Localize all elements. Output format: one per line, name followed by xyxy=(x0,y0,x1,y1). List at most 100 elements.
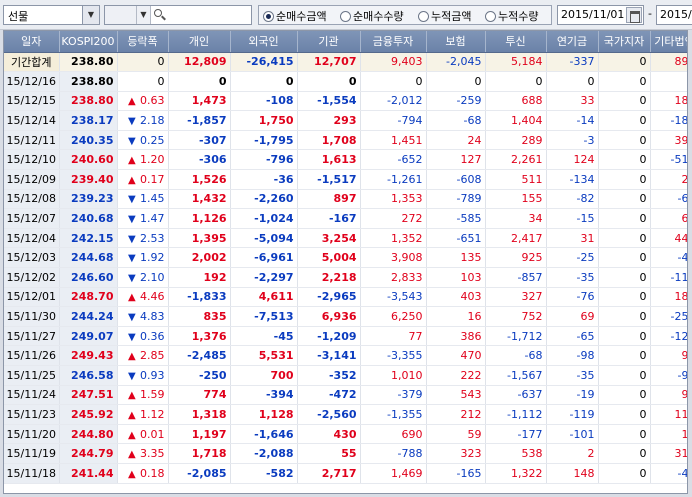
triangle-up-icon: ▲ xyxy=(128,292,136,304)
table-row[interactable]: 15/11/18 241.44 ▲ 0.18 -2,085 -582 2,717 1,469-… xyxy=(4,463,687,484)
table-row[interactable]: 15/11/30 244.24 ▼ 4.83 835 -7,513 6,936 6,250 16… xyxy=(4,306,687,327)
value-cell: 0 xyxy=(598,267,651,288)
date-cell: 15/11/23 xyxy=(4,404,60,425)
kospi200-cell: 249.43 xyxy=(59,345,118,366)
table-row[interactable]: 15/12/07 240.68 ▼ 1.47 1,126 -1,024 -167 272 -58… xyxy=(4,208,687,229)
value-cell: -337 xyxy=(546,52,599,73)
value-cell: 327 xyxy=(485,287,547,308)
value-cell: 925 xyxy=(485,247,547,269)
date-cell: 15/11/20 xyxy=(4,424,60,445)
table-row[interactable]: 기간합계 238.80 0 12,809 -26,415 12,707 9,403 -2,04… xyxy=(4,52,687,73)
table-row[interactable]: 15/12/02 246.60 ▼ 2.10 192 -2,297 2,218 2,833 10… xyxy=(4,267,687,288)
table-row[interactable]: 15/12/11 240.35 ▼ 0.25 -307 -1,795 1,708 1,451 2… xyxy=(4,130,687,151)
table-row[interactable]: 15/12/01 248.70 ▲ 4.46 -1,833 4,611 -2,965 -3,5… xyxy=(4,287,687,308)
column-header[interactable]: 연기금 xyxy=(546,31,599,53)
value-cell: 55 xyxy=(297,443,361,464)
radio-label: 순매수금액 xyxy=(276,10,327,23)
date-cell: 15/11/24 xyxy=(4,385,60,406)
column-header[interactable]: KOSPI200 xyxy=(59,31,118,53)
change-cell: ▲ 1.20 xyxy=(117,149,169,171)
table-row[interactable]: 15/11/20 244.80 ▲ 0.01 1,197 -1,646 430 690 59 -1… xyxy=(4,424,687,445)
column-header[interactable]: 일자 xyxy=(4,31,60,53)
value-cell: 0 xyxy=(598,208,651,229)
column-header[interactable]: 외국인 xyxy=(230,31,298,53)
value-cell: -6,961 xyxy=(230,247,298,269)
column-header[interactable]: 등락폭 xyxy=(117,31,169,53)
value-cell: 24 xyxy=(426,130,486,151)
date-cell: 15/11/30 xyxy=(4,306,60,327)
column-header[interactable]: 기관 xyxy=(297,31,361,53)
radio-icon[interactable] xyxy=(263,10,274,22)
change-value: 0.18 xyxy=(140,466,165,480)
change-value: 2.53 xyxy=(140,231,165,245)
value-cell: 430 xyxy=(297,424,361,445)
column-header[interactable]: 국가지자 xyxy=(598,31,651,53)
table-row[interactable]: 15/11/19 244.79 ▲ 3.35 1,718 -2,088 55 -788 323 5… xyxy=(4,443,687,464)
change-value: 2.18 xyxy=(140,114,165,128)
value-cell: 0 xyxy=(598,443,651,464)
table-row[interactable]: 15/12/04 242.15 ▼ 2.53 1,395 -5,094 3,254 1,352… xyxy=(4,228,687,249)
table-row[interactable]: 15/12/08 239.23 ▼ 1.45 1,432 -2,260 897 1,353 -7… xyxy=(4,189,687,210)
radio-cumulative-qty[interactable]: 누적수량 xyxy=(485,8,538,24)
radio-net-buy-amount[interactable]: 순매수금액 xyxy=(263,8,327,24)
table-row[interactable]: 15/11/24 247.51 ▲ 1.59 774 -394 -472 -379 543 -63… xyxy=(4,385,687,406)
radio-cumulative-amount[interactable]: 누적금액 xyxy=(418,8,471,24)
column-header[interactable]: 개인 xyxy=(168,31,231,53)
kospi200-cell: 244.24 xyxy=(59,306,118,327)
table-row[interactable]: 15/11/23 245.92 ▲ 1.12 1,318 1,128 -2,560 -1,35… xyxy=(4,404,687,425)
change-value: 4.83 xyxy=(140,310,165,324)
value-cell: 1,318 xyxy=(168,404,231,425)
column-header[interactable]: 보험 xyxy=(426,31,486,53)
search-icon[interactable] xyxy=(153,8,167,22)
radio-icon[interactable] xyxy=(340,10,351,22)
change-cell: ▲ 0.17 xyxy=(117,169,169,190)
value-cell: -25 xyxy=(546,247,599,269)
kospi200-cell: 245.92 xyxy=(59,404,118,425)
table-row[interactable]: 15/11/27 249.07 ▼ 0.36 1,376 -45 -1,209 77 386 -1… xyxy=(4,326,687,347)
table-row[interactable]: 15/11/26 249.43 ▲ 2.85 -2,485 5,531 -3,141 -3,3… xyxy=(4,345,687,366)
value-cell: 1,469 xyxy=(360,463,427,484)
value-cell: -789 xyxy=(426,189,486,210)
kospi200-cell: 240.60 xyxy=(59,149,118,171)
value-cell: 444 xyxy=(650,228,687,249)
calendar-icon[interactable] xyxy=(626,7,642,23)
value-cell: -1,209 xyxy=(297,326,361,347)
table-row[interactable]: 15/12/15 238.80 ▲ 0.63 1,473 -108 -1,554 -2,012… xyxy=(4,91,687,112)
table-row[interactable]: 15/11/25 246.58 ▼ 0.93 -250 700 -352 1,010 222 -1… xyxy=(4,365,687,386)
table-row[interactable]: 15/12/09 239.40 ▲ 0.17 1,526 -36 -1,517 -1,261-… xyxy=(4,169,687,190)
chevron-down-icon[interactable]: ▼ xyxy=(82,6,99,24)
triangle-down-icon: ▼ xyxy=(128,331,136,343)
table-row[interactable]: 15/12/10 240.60 ▲ 1.20 -306 -796 1,613 -652 127 2… xyxy=(4,149,687,171)
value-cell: -82 xyxy=(546,189,599,210)
radio-icon[interactable] xyxy=(418,10,429,22)
date-from-field[interactable]: 2015/11/01 xyxy=(557,5,644,25)
value-cell: 0 xyxy=(168,71,231,92)
value-cell: -68 xyxy=(485,345,547,366)
value-cell: -46 xyxy=(650,247,687,269)
value-cell: 6,936 xyxy=(297,306,361,327)
value-cell: 77 xyxy=(360,326,427,347)
investor-trading-grid[interactable]: 일자KOSPI200등락폭개인외국인기관금융투자보험투신연기금국가지자기타법인 … xyxy=(3,30,688,494)
date-to-field[interactable]: 2015/ xyxy=(656,5,692,25)
value-cell: -3,141 xyxy=(297,345,361,366)
chevron-down-icon[interactable]: ▼ xyxy=(136,6,150,24)
column-header[interactable]: 금융투자 xyxy=(360,31,427,53)
value-cell: 0 xyxy=(598,71,651,92)
value-cell: -472 xyxy=(297,385,361,406)
value-cell: 1,352 xyxy=(360,228,427,249)
table-row[interactable]: 15/12/14 238.17 ▼ 2.18 -1,857 1,750 293 -794 -68… xyxy=(4,110,687,131)
value-cell: 835 xyxy=(168,306,231,327)
column-header[interactable]: 투신 xyxy=(485,31,547,53)
column-header[interactable]: 기타법인 xyxy=(650,31,687,53)
triangle-up-icon: ▲ xyxy=(128,429,136,441)
code-search[interactable]: ▼ xyxy=(104,5,252,25)
code-type-select[interactable]: ▼ xyxy=(105,6,151,24)
radio-net-buy-qty[interactable]: 순매수수량 xyxy=(340,8,404,24)
value-cell: 1,750 xyxy=(230,110,298,131)
market-select[interactable]: 선물 ▼ xyxy=(3,5,100,25)
value-cell: 0 xyxy=(598,169,651,190)
radio-icon[interactable] xyxy=(485,10,496,22)
table-row[interactable]: 15/12/03 244.68 ▼ 1.92 2,002 -6,961 5,004 3,908… xyxy=(4,247,687,269)
kospi200-cell: 244.79 xyxy=(59,443,118,464)
